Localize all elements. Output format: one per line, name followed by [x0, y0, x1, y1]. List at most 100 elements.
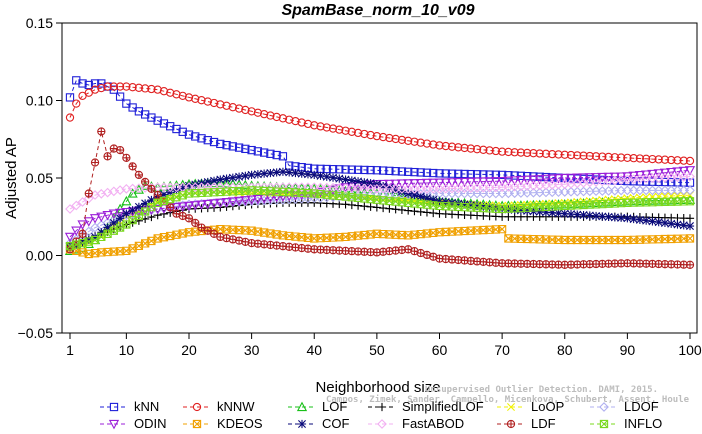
data-point-knnw — [166, 88, 175, 97]
legend-label: FastABOD — [402, 416, 464, 431]
x-tick-label: 60 — [432, 342, 448, 358]
series-layer — [64, 76, 696, 269]
data-point-knnw — [504, 147, 513, 157]
data-point-cof — [573, 210, 582, 219]
data-point-cof — [510, 205, 519, 215]
data-point-cof — [341, 175, 350, 184]
data-point-odin — [108, 209, 119, 220]
data-point-cof — [479, 202, 488, 211]
data-point-knnw — [285, 115, 294, 124]
legend-marker — [377, 402, 387, 412]
legend-item-simplifiedlof: SimplifiedLOF — [368, 399, 484, 414]
data-point-knnw — [147, 84, 156, 94]
data-point-knnw — [178, 91, 187, 100]
data-point-knn — [222, 140, 231, 150]
data-point-ldf — [184, 214, 194, 223]
legend-marker — [377, 419, 387, 429]
data-point-ldof — [490, 188, 501, 199]
data-point-knn — [353, 165, 363, 174]
watermark-line-1: Unsupervised Outlier Detection. DAMI, 20… — [425, 384, 658, 395]
data-point-simplifiedlof — [404, 206, 413, 215]
data-point-knn — [447, 169, 457, 178]
data-point-knn — [454, 169, 463, 178]
data-point-odin — [390, 179, 401, 190]
data-point-knnw — [353, 128, 363, 138]
data-point-knnw — [103, 82, 112, 91]
data-point-odin — [121, 207, 132, 218]
data-point-knnw — [472, 145, 482, 154]
data-point-odin — [114, 208, 126, 219]
data-point-odin — [597, 172, 608, 183]
data-point-odin — [572, 173, 583, 184]
data-point-odin — [240, 196, 251, 206]
data-point-ldof — [453, 188, 464, 199]
data-point-odin — [584, 173, 595, 183]
data-point-knnw — [303, 119, 313, 129]
data-point-knn — [266, 149, 275, 158]
legend-item-odin: ODIN — [100, 416, 167, 431]
data-point-knnw — [291, 116, 300, 126]
data-point-knn — [178, 127, 187, 136]
data-point-odin — [215, 198, 226, 209]
data-point-knn — [84, 80, 93, 90]
data-point-knn — [272, 150, 281, 160]
data-point-cof — [328, 173, 338, 182]
data-point-cof — [391, 185, 400, 194]
data-point-knn — [166, 122, 175, 131]
x-tick-label: 90 — [620, 342, 636, 358]
data-point-odin — [471, 177, 483, 188]
data-point-cof — [159, 190, 169, 199]
data-point-fastabod — [196, 182, 207, 193]
data-point-fastabod — [77, 197, 88, 207]
data-point-odin — [77, 220, 88, 230]
data-point-cof — [441, 197, 450, 207]
data-point-knnw — [216, 100, 225, 109]
data-point-knnw — [209, 98, 219, 108]
data-point-odin — [233, 196, 245, 207]
data-point-fastabod — [397, 183, 407, 194]
data-point-odin — [634, 171, 646, 181]
data-point-odin — [534, 175, 545, 185]
data-point-fastabod — [184, 182, 194, 193]
data-point-knnw — [479, 145, 488, 154]
data-point-knnw — [65, 113, 75, 122]
data-point-knnw — [447, 142, 457, 151]
data-point-odin — [609, 172, 620, 183]
data-point-odin — [540, 174, 552, 185]
data-point-odin — [478, 177, 489, 187]
data-point-knnw — [360, 129, 369, 139]
data-point-cof — [379, 181, 388, 191]
data-point-knnw — [404, 136, 413, 145]
data-point-fastabod — [202, 182, 213, 193]
data-point-fastabod — [384, 183, 395, 194]
data-point-knnw — [466, 144, 475, 153]
data-point-ldof — [647, 185, 658, 196]
data-point-ldf — [134, 170, 144, 180]
data-point-lof — [233, 179, 245, 189]
data-point-odin — [177, 202, 188, 212]
x-tick-label: 50 — [369, 342, 385, 358]
data-point-fastabod — [296, 182, 307, 193]
data-point-odin — [202, 199, 213, 210]
data-point-knn — [497, 170, 507, 180]
data-point-odin — [277, 192, 289, 202]
data-point-cof — [228, 173, 237, 182]
data-point-lof — [158, 181, 170, 191]
y-tick-label: 0.05 — [26, 170, 53, 186]
legend-label: LoOP — [531, 399, 564, 414]
data-point-knn — [391, 167, 400, 176]
data-point-kdeos — [685, 234, 695, 243]
data-point-simplifiedlof — [379, 203, 388, 213]
data-point-knnw — [598, 152, 607, 161]
data-point-fastabod — [209, 182, 219, 193]
data-point-knnw — [378, 132, 388, 142]
data-point-knnw — [460, 143, 469, 153]
data-point-odin — [434, 178, 445, 189]
data-point-fastabod — [83, 193, 94, 204]
data-point-odin — [334, 184, 345, 194]
data-point-odin — [547, 174, 558, 184]
data-point-fastabod — [353, 183, 363, 194]
data-point-knnw — [203, 97, 212, 106]
data-point-knnw — [241, 105, 250, 115]
data-point-knn — [216, 139, 225, 149]
